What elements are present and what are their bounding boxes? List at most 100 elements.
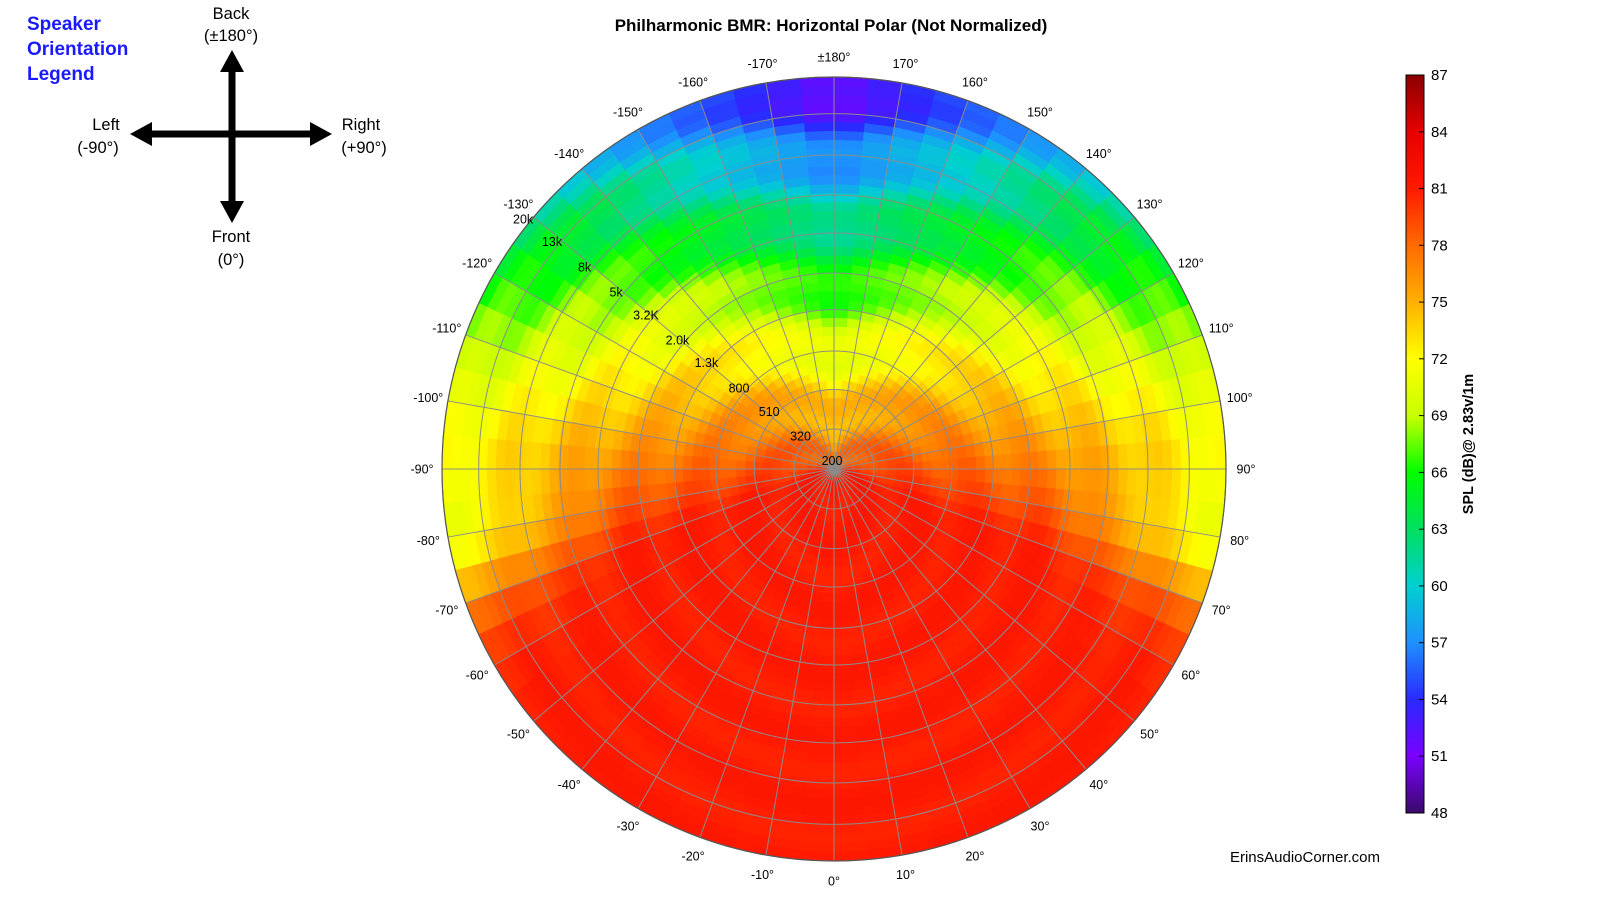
frequency-tick-label: 510 (759, 405, 780, 419)
heatmap-cell (931, 459, 942, 470)
heatmap-cell (878, 468, 888, 474)
grid-spoke (833, 272, 1174, 470)
heatmap-cell (700, 457, 711, 470)
heatmap-cell (801, 823, 835, 835)
grid-spoke (833, 216, 1135, 470)
heatmap-cell (1002, 468, 1013, 485)
heatmap-cell (1082, 446, 1093, 470)
heatmap-cell (1206, 435, 1218, 470)
heatmap-cell (1020, 468, 1031, 487)
frequency-tick-label: 13k (542, 235, 563, 249)
heatmap-cell (804, 788, 835, 799)
heatmap-cell (1206, 468, 1218, 503)
heatmap-cell (655, 453, 666, 470)
heatmap-cell (833, 326, 847, 337)
heatmap-cell (833, 85, 868, 97)
angle-tick-label: 90° (1237, 463, 1256, 477)
colorbar-tick-label: 60 (1431, 578, 1448, 595)
heatmap-cell (548, 443, 560, 470)
heatmap-cell (833, 672, 853, 684)
heatmap-cell (824, 566, 835, 577)
heatmap-cell (450, 435, 462, 470)
grid-spoke (465, 468, 835, 604)
heatmap-cell (735, 468, 746, 478)
heatmap-cell (521, 468, 533, 497)
heatmap-cell (822, 592, 835, 603)
grid-spoke (447, 468, 835, 538)
heatmap-cell (833, 646, 851, 657)
angle-tick-label: 110° (1209, 322, 1234, 336)
colorbar-tick-label: 48 (1431, 805, 1448, 822)
heatmap-cell (548, 468, 560, 495)
grid-spoke (494, 468, 835, 666)
angle-tick-label: -30° (616, 819, 639, 833)
heatmap-cell (922, 468, 933, 478)
grid-spoke (833, 468, 1221, 538)
heatmap-cell (922, 460, 933, 470)
heatmap-cell (717, 458, 728, 470)
heatmap-cell (801, 832, 835, 844)
angle-tick-label: -140° (554, 147, 584, 161)
heatmap-cell (486, 438, 498, 470)
heatmap-cell (993, 468, 1004, 485)
heatmap-cell (966, 468, 977, 482)
heatmap-cell (1091, 468, 1102, 493)
heatmap-cell (521, 441, 533, 470)
heatmap-cell (809, 192, 835, 204)
orientation-arrows-icon (130, 50, 332, 223)
grid-spoke (833, 129, 1031, 470)
angle-tick-label: -90° (410, 463, 433, 477)
heatmap-cell (1117, 468, 1129, 495)
angle-tick-label: 10° (896, 868, 915, 882)
heatmap-cell (1082, 468, 1093, 492)
heatmap-cell (557, 468, 569, 494)
heatmap-cell (1108, 468, 1120, 495)
heatmap-cell (833, 370, 843, 381)
heatmap-cell (825, 379, 835, 390)
heatmap-cell (655, 468, 666, 485)
heatmap-cell (1055, 468, 1066, 490)
heatmap-cell (833, 548, 843, 559)
grid-spoke (765, 468, 835, 856)
heatmap-cell (800, 85, 835, 97)
grid-spoke (833, 334, 1203, 470)
heatmap-cell (804, 130, 835, 141)
heatmap-cell (646, 468, 657, 486)
heatmap-cell (682, 468, 693, 483)
grid-spoke (533, 216, 835, 470)
heatmap-cell (811, 219, 835, 230)
heatmap-cell (539, 468, 551, 495)
heatmap-cell (1135, 441, 1147, 470)
heatmap-cell (886, 468, 897, 475)
heatmap-cell (833, 406, 840, 417)
heatmap-cell (826, 539, 835, 550)
colorbar-tick-label: 81 (1431, 181, 1448, 198)
heatmap-cell (818, 628, 835, 639)
angle-tick-labels: 0° 10° 20° 30° 40° 50° 60° 70° 80° 90° 100° 110° 120… (410, 51, 1255, 889)
grid-spoke (833, 100, 969, 470)
legend-title-line-3: Legend (27, 64, 95, 85)
heatmap-cell (975, 468, 986, 483)
angle-tick-label: -100° (413, 391, 443, 405)
heatmap-cell (735, 460, 746, 470)
legend-left-label: Left (92, 116, 120, 134)
angle-tick-label: 100° (1227, 391, 1253, 405)
grid-spoke (833, 468, 1135, 722)
colorbar: 48 51 54 57 60 63 66 69 72 75 78 81 84 87 SPL (dB)@ 2… (1405, 67, 1477, 822)
heatmap-cell (816, 655, 835, 666)
heatmap-cell (818, 637, 835, 648)
heatmap-cell (1126, 468, 1138, 496)
heatmap-cell (833, 805, 865, 817)
heatmap-cell (771, 463, 782, 470)
heatmap-cell (575, 468, 586, 492)
heatmap-cell (1135, 468, 1147, 497)
heatmap-cell (811, 708, 835, 719)
heatmap-cell (824, 361, 835, 372)
heatmap-cell (602, 448, 613, 470)
heatmap-cell (833, 415, 839, 425)
site-credit: ErinsAudioCorner.com (1230, 849, 1380, 866)
heatmap-cell (825, 557, 835, 568)
heatmap-cell (820, 610, 835, 621)
heatmap-cell (459, 468, 471, 502)
heatmap-cell (808, 174, 835, 186)
